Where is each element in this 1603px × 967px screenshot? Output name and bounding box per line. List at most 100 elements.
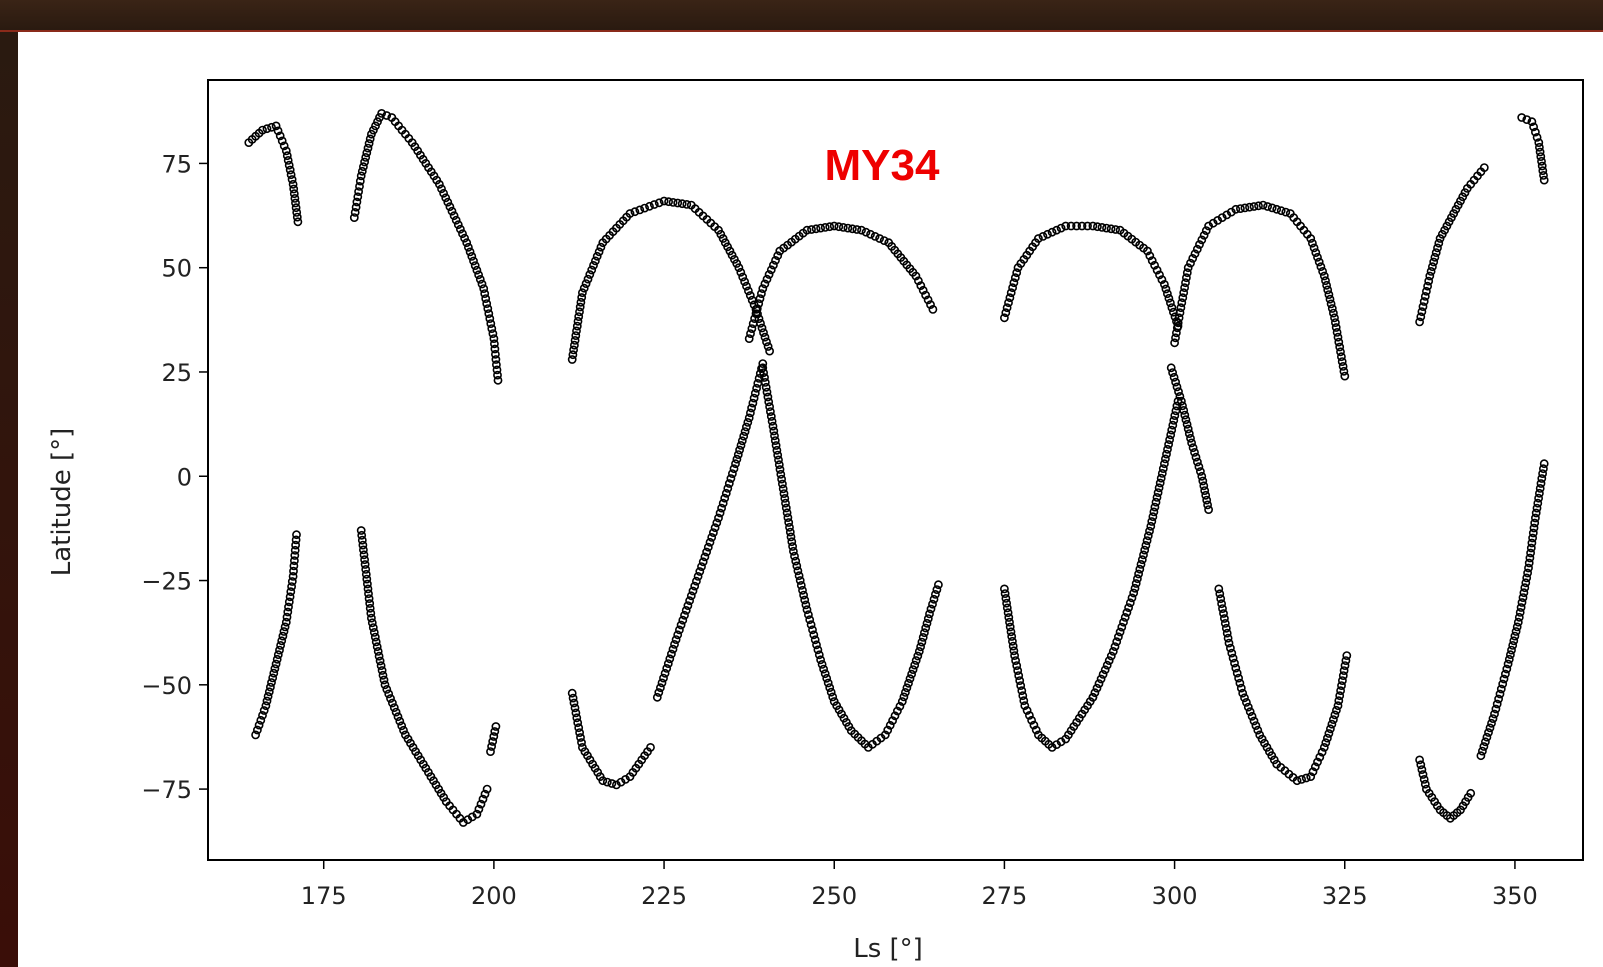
data-point [577, 738, 586, 747]
data-point [911, 271, 921, 281]
data-point [449, 211, 459, 221]
data-point [843, 223, 853, 233]
y-axis-label: Latitude [°] [47, 428, 77, 577]
data-point [1188, 443, 1198, 453]
data-point [1430, 252, 1440, 262]
data-point [1139, 550, 1148, 560]
data-point [1097, 222, 1107, 232]
data-point [443, 197, 453, 207]
data-point [723, 483, 733, 493]
data-point [773, 251, 783, 261]
data-point [1258, 200, 1268, 210]
data-point [374, 651, 384, 661]
data-point [660, 668, 670, 678]
data-point [393, 712, 403, 722]
data-point [1221, 623, 1231, 633]
data-point [382, 685, 392, 694]
data-point [1072, 221, 1081, 231]
x-tick-label: 350 [1492, 882, 1538, 910]
data-point [1010, 273, 1020, 283]
data-point [1341, 656, 1351, 665]
data-point [923, 295, 933, 305]
data-point [1143, 531, 1153, 541]
data-point [577, 293, 587, 302]
data-point [1172, 328, 1181, 338]
y-tick-label: 0 [177, 463, 192, 491]
data-point [292, 530, 301, 540]
data-point [1534, 138, 1544, 147]
data-point [1327, 304, 1337, 313]
data-point [493, 370, 502, 380]
data-point [1539, 170, 1548, 180]
data-point [1416, 312, 1426, 322]
data-point [673, 198, 683, 208]
data-point [1143, 246, 1152, 256]
data-point [834, 222, 844, 232]
data-point [1112, 637, 1122, 647]
data-point [737, 436, 747, 446]
data-point [355, 176, 365, 186]
data-point [1495, 689, 1505, 699]
data-point [1466, 788, 1476, 798]
data-point [1249, 202, 1259, 211]
data-point [630, 207, 640, 217]
data-point [275, 645, 284, 655]
data-point [1088, 221, 1098, 231]
data-point [370, 632, 380, 642]
data-point [1167, 303, 1177, 312]
data-point [777, 474, 786, 484]
data-point [1251, 721, 1261, 730]
data-point [1019, 696, 1029, 706]
data-point [929, 594, 939, 604]
data-point [269, 668, 279, 678]
data-point [1324, 729, 1334, 738]
data-point [284, 160, 294, 170]
data-point [770, 431, 779, 441]
data-point [1314, 257, 1324, 267]
data-point [1456, 196, 1465, 206]
data-point [654, 198, 664, 208]
data-point [1162, 449, 1171, 459]
data-point [1292, 776, 1302, 786]
data-point [1503, 659, 1513, 669]
data-point [283, 155, 293, 165]
data-point [568, 350, 578, 360]
data-point [280, 622, 290, 632]
data-point [758, 363, 768, 373]
data-point [1423, 281, 1432, 291]
data-point [1006, 288, 1016, 298]
data-point [1195, 240, 1204, 249]
data-point [1169, 415, 1179, 425]
data-point [570, 340, 579, 350]
data-point [1539, 459, 1549, 469]
data-point [1175, 308, 1185, 318]
data-point [848, 224, 857, 234]
data-point [787, 537, 797, 547]
data-point [1180, 283, 1189, 293]
x-axis: 175 200 225 250 275 300 325 350 [301, 860, 1538, 910]
data-point [366, 613, 376, 623]
data-point [1433, 243, 1442, 253]
data-point [1002, 598, 1011, 608]
data-point [1119, 617, 1128, 627]
x-tick-label: 275 [982, 882, 1028, 910]
data-point [801, 600, 811, 610]
data-point [890, 711, 900, 721]
window-left-edge [0, 32, 18, 967]
data-point [1218, 604, 1227, 613]
data-point [1013, 666, 1023, 675]
data-point [921, 290, 930, 300]
data-point [1487, 718, 1496, 728]
data-point [360, 157, 369, 167]
data-point [292, 207, 302, 217]
data-point [271, 659, 281, 669]
data-point [1333, 701, 1343, 711]
data-point [916, 642, 925, 652]
data-point [275, 131, 285, 141]
data-point [254, 720, 264, 730]
data-point [742, 422, 751, 432]
data-point [759, 328, 768, 337]
data-point [695, 567, 705, 576]
data-point [932, 585, 942, 594]
data-point [733, 450, 743, 459]
